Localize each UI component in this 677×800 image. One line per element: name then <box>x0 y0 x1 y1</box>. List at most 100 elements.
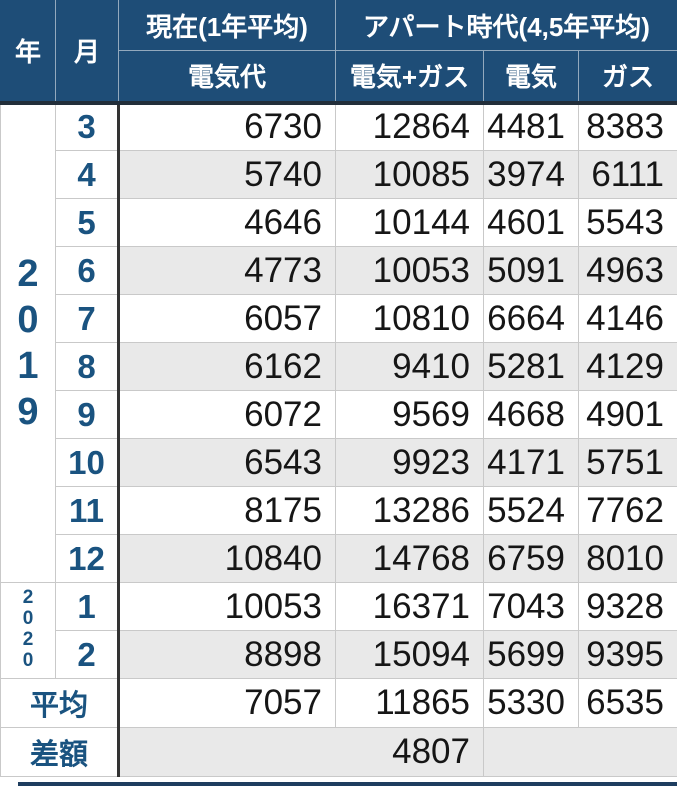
table-row: 5 4646 10144 4601 5543 <box>1 198 677 247</box>
table-row: 9 6072 9569 4668 4901 <box>1 390 677 439</box>
bottom-strip <box>0 777 677 790</box>
header-gas: ガス <box>578 50 677 105</box>
electric-bill-cell: 6730 <box>117 102 336 151</box>
electric-gas-cell: 9923 <box>335 438 484 487</box>
electric-bill-cell: 8898 <box>117 630 336 679</box>
table-row: 12 10840 14768 6759 8010 <box>1 534 677 583</box>
month-cell: 11 <box>55 486 119 535</box>
month-cell: 9 <box>55 390 119 439</box>
electric-gas-cell: 10053 <box>335 246 484 295</box>
header-group-current: 現在(1年平均) <box>118 0 336 51</box>
electric-cell: 3974 <box>483 150 579 199</box>
difference-label: 差額 <box>0 727 119 777</box>
electric-cell: 4481 <box>483 102 579 151</box>
month-cell: 6 <box>55 246 119 295</box>
gas-cell: 4901 <box>578 390 677 439</box>
electric-bill-cell: 10053 <box>117 582 336 631</box>
table-row: 10 6543 9923 4171 5751 <box>1 438 677 487</box>
electric-cell: 4601 <box>483 198 579 247</box>
table-row: 2 0 1 9 3 6730 12864 4481 8383 <box>0 102 677 583</box>
average-electric-bill: 7057 <box>117 678 336 728</box>
electric-gas-cell: 10144 <box>335 198 484 247</box>
header-group-apartment: アパート時代(4,5年平均) <box>335 0 677 51</box>
year-label-2019: 2 0 1 9 <box>0 102 56 583</box>
electric-cell: 6664 <box>483 294 579 343</box>
electric-bill-cell: 6072 <box>117 390 336 439</box>
electric-cell: 5281 <box>483 342 579 391</box>
table-header: 年 月 現在(1年平均) アパート時代(4,5年平均) 電気代 電気+ガス 電気… <box>0 0 677 105</box>
gas-cell: 6111 <box>578 150 677 199</box>
table-row: 8 6162 9410 5281 4129 <box>1 342 677 391</box>
header-month: 月 <box>55 0 119 105</box>
electric-bill-cell: 6162 <box>117 342 336 391</box>
table-row: 6 4773 10053 5091 4963 <box>1 246 677 295</box>
average-row: 平均 7057 11865 5330 6535 <box>0 678 677 728</box>
year-label-2020: 2 0 2 0 <box>0 582 56 679</box>
year-2019-text: 2 0 1 9 <box>17 253 39 434</box>
month-cell: 1 <box>55 582 119 631</box>
electric-gas-cell: 15094 <box>335 630 484 679</box>
gas-cell: 4146 <box>578 294 677 343</box>
gas-cell: 7762 <box>578 486 677 535</box>
average-electric: 5330 <box>483 678 579 728</box>
electric-gas-cell: 16371 <box>335 582 484 631</box>
difference-row: 差額 4807 <box>0 727 677 777</box>
electric-gas-cell: 13286 <box>335 486 484 535</box>
electric-bill-cell: 6057 <box>117 294 336 343</box>
table-row: 11 8175 13286 5524 7762 <box>1 486 677 535</box>
electric-gas-cell: 9410 <box>335 342 484 391</box>
month-cell: 7 <box>55 294 119 343</box>
month-cell: 5 <box>55 198 119 247</box>
table-row: 2 0 2 0 1 10053 16371 7043 9328 <box>0 582 677 679</box>
utility-cost-comparison-table: 年 月 現在(1年平均) アパート時代(4,5年平均) 電気代 電気+ガス 電気… <box>0 0 677 777</box>
difference-value-cell: 4807 <box>117 727 484 777</box>
electric-gas-cell: 12864 <box>335 102 484 151</box>
gas-cell: 4963 <box>578 246 677 295</box>
gas-cell: 8010 <box>578 534 677 583</box>
difference-empty-cell <box>483 727 677 777</box>
electric-bill-cell: 5740 <box>117 150 336 199</box>
average-gas: 6535 <box>578 678 677 728</box>
year-2020-text: 2 0 2 0 <box>22 586 34 671</box>
electric-bill-cell: 10840 <box>117 534 336 583</box>
electric-gas-cell: 9569 <box>335 390 484 439</box>
electric-cell: 4171 <box>483 438 579 487</box>
header-year: 年 <box>0 0 56 105</box>
electric-gas-cell: 10085 <box>335 150 484 199</box>
electric-gas-cell: 14768 <box>335 534 484 583</box>
gas-cell: 4129 <box>578 342 677 391</box>
gas-cell: 8383 <box>578 102 677 151</box>
gas-cell: 9395 <box>578 630 677 679</box>
table-body: 2 0 1 9 3 6730 12864 4481 8383 4 5740 10… <box>0 102 677 777</box>
month-cell: 10 <box>55 438 119 487</box>
month-cell: 3 <box>55 102 119 151</box>
gas-cell: 5543 <box>578 198 677 247</box>
electric-bill-cell: 4773 <box>117 246 336 295</box>
electric-gas-cell: 10810 <box>335 294 484 343</box>
electric-cell: 5091 <box>483 246 579 295</box>
gas-cell: 5751 <box>578 438 677 487</box>
table-row: 4 5740 10085 3974 6111 <box>1 150 677 199</box>
electric-cell: 5699 <box>483 630 579 679</box>
gas-cell: 9328 <box>578 582 677 631</box>
bottom-accent-bar <box>18 782 677 786</box>
electric-bill-cell: 6543 <box>117 438 336 487</box>
electric-cell: 5524 <box>483 486 579 535</box>
header-electric-gas: 電気+ガス <box>335 50 484 105</box>
electric-cell: 4668 <box>483 390 579 439</box>
month-cell: 2 <box>55 630 119 679</box>
month-cell: 8 <box>55 342 119 391</box>
electric-bill-cell: 8175 <box>117 486 336 535</box>
average-label: 平均 <box>0 678 119 728</box>
electric-bill-cell: 4646 <box>117 198 336 247</box>
table-row: 7 6057 10810 6664 4146 <box>1 294 677 343</box>
header-electric-bill: 電気代 <box>118 50 336 105</box>
month-cell: 4 <box>55 150 119 199</box>
table-row: 2 8898 15094 5699 9395 <box>1 630 677 679</box>
header-electric: 電気 <box>483 50 579 105</box>
month-cell: 12 <box>55 534 119 583</box>
average-electric-gas: 11865 <box>335 678 484 728</box>
electric-cell: 6759 <box>483 534 579 583</box>
electric-cell: 7043 <box>483 582 579 631</box>
